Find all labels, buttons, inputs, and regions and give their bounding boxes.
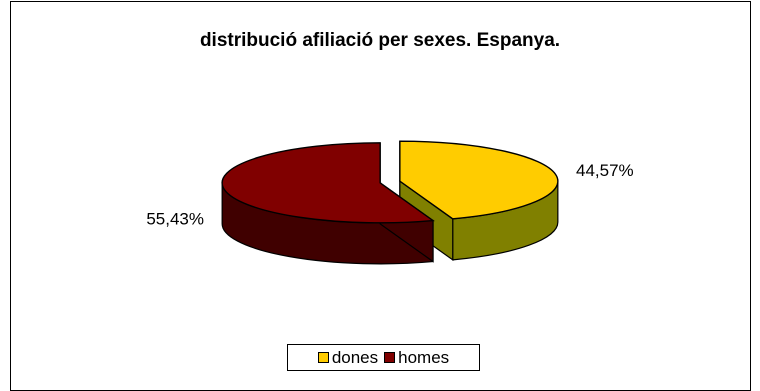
legend: dones homes (287, 344, 480, 371)
legend-label-dones: dones (331, 347, 379, 367)
legend-item-homes: homes (384, 348, 449, 368)
legend-item-dones: dones (317, 347, 379, 368)
pie-chart: 44,57% 55,43% (146, 140, 634, 265)
legend-label-homes: homes (398, 347, 450, 367)
data-label-homes: 55,43% (146, 209, 204, 228)
data-label-dones: 44,57% (576, 161, 634, 180)
chart-title: distribució afiliació per sexes. Espanya… (199, 30, 561, 51)
legend-swatch-dones (317, 352, 329, 363)
pie-slice-homes (221, 142, 435, 224)
pie-slice-dones (399, 140, 559, 220)
legend-swatch-homes (384, 352, 396, 363)
